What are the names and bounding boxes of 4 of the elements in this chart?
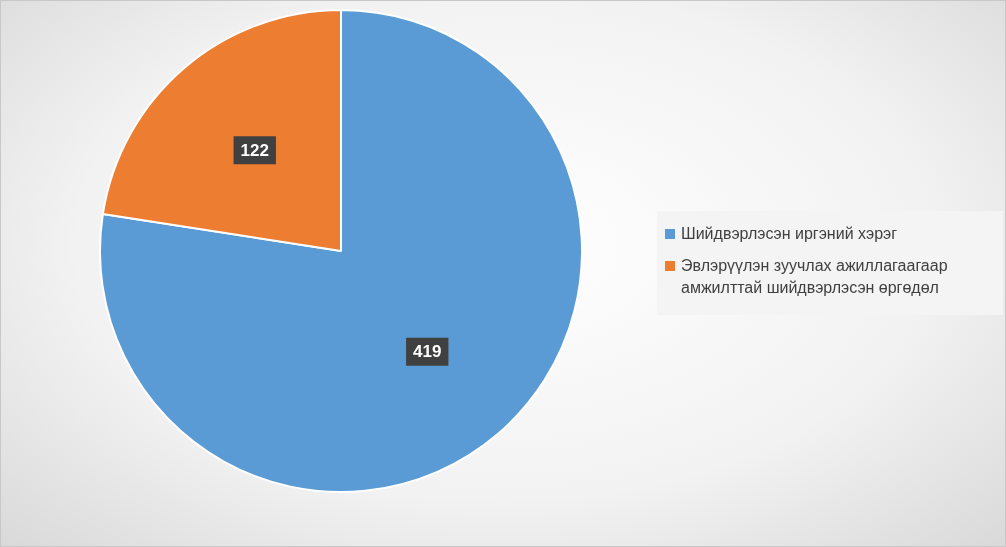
legend-label: Эвлэрүүлэн зуучлах ажиллагаагаар амжилттай шийдвэрлэсэн өргөдөл xyxy=(681,256,949,298)
slice-label: Шийдвэрлэсэн иргэний хэрэг xyxy=(681,224,898,244)
data-label: 122 xyxy=(240,141,269,161)
data-label: 419 xyxy=(413,342,442,362)
